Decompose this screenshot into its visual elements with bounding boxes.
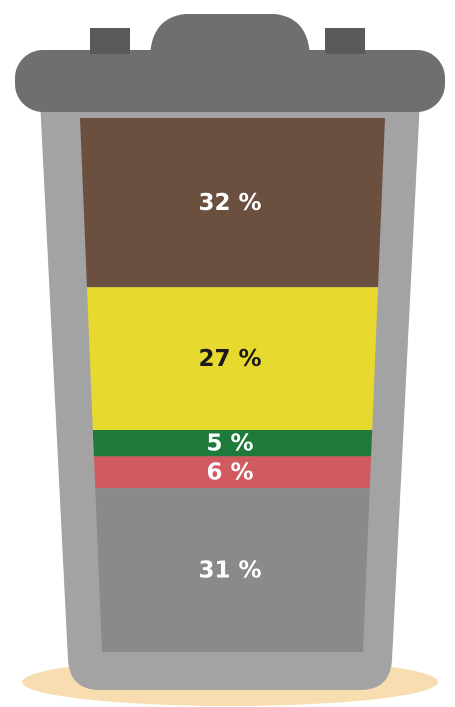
segment: [95, 488, 370, 652]
fill-stack: 32 % 27 % 5 % 6 % 31 %: [80, 118, 385, 652]
segment: [92, 429, 373, 457]
lid-hinge: [325, 28, 365, 54]
lid: [15, 50, 445, 112]
segment: [80, 118, 385, 288]
value-label: 5 %: [206, 431, 253, 457]
segment: [93, 456, 372, 489]
value-label: 31 %: [198, 558, 261, 584]
segment: [86, 287, 379, 430]
value-label: 6 %: [206, 460, 253, 486]
value-label: 32 %: [198, 190, 261, 216]
lid-hinge: [90, 28, 130, 54]
lid-handle: [150, 14, 310, 60]
value-label: 27 %: [198, 346, 261, 372]
